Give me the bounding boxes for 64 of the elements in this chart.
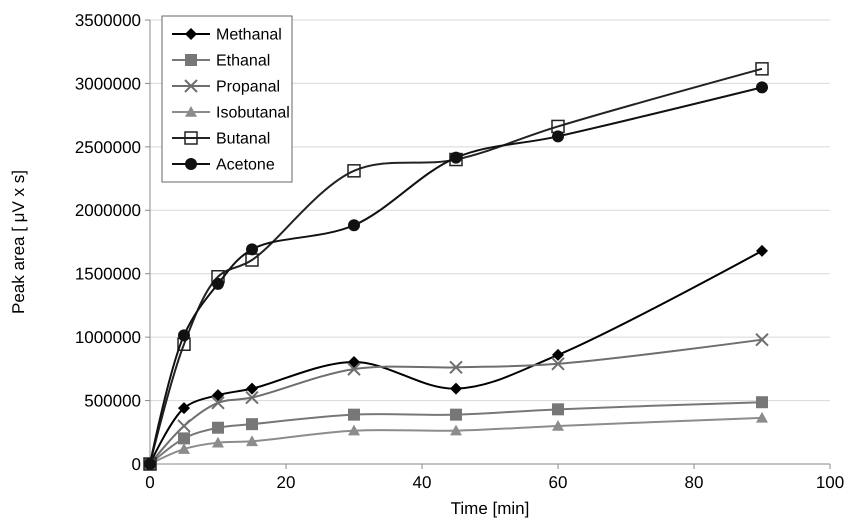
point [177,418,191,433]
x-tick-label: 0 [145,473,155,492]
point [449,360,463,374]
y-tick-label: 2000000 [74,201,141,220]
point [245,390,259,405]
point [246,435,258,446]
point [245,253,259,267]
y-tick-label: 3000000 [74,74,141,94]
x-tick-label: 60 [548,473,568,492]
point [450,152,462,164]
point [348,356,360,368]
point [178,443,190,454]
point [756,244,768,257]
legend-label: Acetone [216,156,275,174]
y-tick-label: 1000000 [74,328,141,348]
y-tick-label: 500000 [84,392,141,411]
point [348,424,360,436]
point [246,382,258,395]
point [211,396,225,410]
point [246,243,258,256]
point [755,62,769,76]
point [450,408,462,421]
point [552,403,564,416]
point [552,348,564,361]
x-tick-label: 20 [276,473,296,492]
x-axis-title: Time [min] [450,499,530,518]
point [348,219,360,232]
legend-label: Ethanal [216,52,270,70]
point [212,278,224,290]
point [212,389,224,402]
legend-label: Butanal [216,130,270,148]
x-tick-label: 40 [412,473,432,492]
point [551,356,565,371]
legend-label: Propanal [216,78,280,96]
legend-label: Isobutanal [216,104,290,122]
point [756,396,768,408]
point [551,120,565,134]
y-tick-label: 3500000 [74,10,141,30]
y-tick-label: 0 [132,454,141,474]
point [178,432,190,444]
point [348,408,360,421]
point [449,152,463,166]
point [347,164,361,178]
point [347,362,361,376]
point [552,130,564,142]
y-axis-title: Peak area [ μV x s] [9,170,28,314]
y-tick-label: 1500000 [74,264,141,284]
point [211,270,225,284]
point [756,81,768,94]
point [212,422,224,434]
x-tick-label: 80 [684,473,704,492]
point [177,337,191,351]
point [178,402,190,414]
point [246,418,258,430]
point [756,412,768,423]
point [212,436,224,448]
legend-label: Methanal [216,26,282,44]
y-tick-label: 2500000 [74,138,141,157]
point [450,424,462,436]
point [450,382,462,395]
x-tick-label: 100 [816,473,844,492]
point [178,329,190,342]
point [552,420,564,431]
point [755,332,769,347]
